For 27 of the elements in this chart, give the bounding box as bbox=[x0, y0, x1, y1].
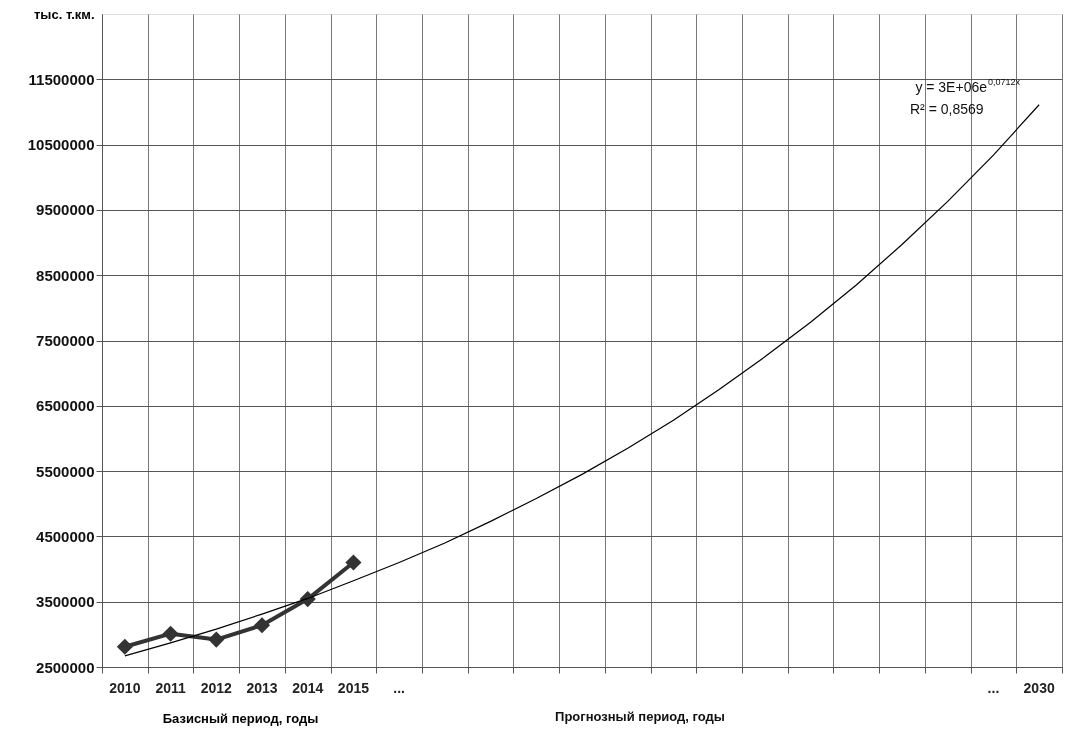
text: Прогнозный период, годы bbox=[555, 709, 725, 724]
x-tick-label: 2015 bbox=[337, 680, 370, 696]
x-axis-title: Базисный период, годы bbox=[162, 710, 319, 726]
y-tick-label: 10500000 bbox=[27, 136, 95, 154]
y-tick-label: 11500000 bbox=[28, 70, 95, 88]
y-tick-label: 9500000 bbox=[36, 201, 95, 219]
point bbox=[345, 554, 362, 571]
y-tick-label: 3500000 bbox=[36, 593, 95, 611]
y-tick-label: 5500000 bbox=[36, 462, 95, 480]
y-tick-label: 2500000 bbox=[36, 658, 95, 676]
point bbox=[253, 617, 271, 634]
x-tick-label: 2030 bbox=[1023, 680, 1055, 696]
x-tick-label: 2013 bbox=[246, 680, 278, 696]
y-tick-label: 7500000 bbox=[36, 332, 95, 349]
y-tick-label: 4500000 bbox=[36, 527, 95, 545]
y-tick-label: 6500000 bbox=[36, 397, 95, 415]
x-tick-label: 2011 bbox=[155, 680, 186, 696]
x-tick-label: 2010 bbox=[109, 680, 141, 696]
y-tick-label: 8500000 bbox=[36, 266, 95, 284]
point bbox=[208, 631, 225, 648]
x-tick-label: ... bbox=[987, 680, 1000, 696]
point bbox=[116, 638, 133, 655]
x-tick-label: 2014 bbox=[292, 680, 324, 696]
y-axis-title: тыс. т.км. bbox=[34, 6, 95, 22]
point bbox=[162, 625, 179, 642]
x-tick-label: 2012 bbox=[200, 680, 233, 696]
x-tick-label: ... bbox=[393, 680, 405, 696]
